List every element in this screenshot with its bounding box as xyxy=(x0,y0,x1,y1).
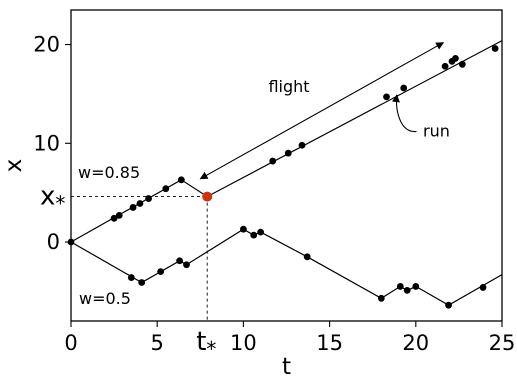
x-tick-label: 5 xyxy=(151,331,164,355)
series-point xyxy=(403,286,411,294)
annotations: flight run xyxy=(199,42,450,180)
x-tick-label: 25 xyxy=(489,331,516,355)
x-tick-label: 20 xyxy=(402,331,429,355)
series-1: w=0.85 xyxy=(70,40,503,243)
series-point xyxy=(396,283,404,290)
x-star-label: x* xyxy=(40,182,65,216)
axes: 0 5 10 15 20 25 0 10 20 t x t* xyxy=(1,9,516,377)
x-tick-label: 15 xyxy=(316,331,343,355)
series-point xyxy=(377,294,385,302)
series-point xyxy=(445,301,452,309)
y-tick-label: 20 xyxy=(33,33,60,57)
series-point xyxy=(110,214,118,222)
x-star-subscript: * xyxy=(55,192,65,216)
series-2: w=0.5 xyxy=(67,225,503,309)
x-axis-label: t xyxy=(282,354,291,377)
t-star-label: t* xyxy=(196,327,216,361)
series-point xyxy=(452,54,459,62)
series-line xyxy=(70,40,503,243)
series-point xyxy=(127,274,135,281)
series-point xyxy=(183,261,190,269)
series-point xyxy=(240,225,247,233)
series-point xyxy=(441,62,449,70)
series-point xyxy=(383,93,390,101)
series-point xyxy=(257,228,265,236)
series-point xyxy=(176,257,184,265)
series-point xyxy=(250,231,258,239)
series-point xyxy=(412,283,420,290)
series-point xyxy=(479,284,487,291)
series-point xyxy=(269,157,277,165)
series-group: w=0.85 w=0.5 xyxy=(67,40,503,309)
series-point xyxy=(303,253,311,261)
y-tick-label: 0 xyxy=(47,230,60,254)
series-point xyxy=(138,279,146,286)
series-point xyxy=(115,211,123,219)
series-point xyxy=(400,84,408,92)
t-star-subscript: * xyxy=(206,337,216,361)
series-point xyxy=(491,45,499,52)
flight-arrow xyxy=(199,42,445,180)
highlight-point xyxy=(202,191,213,202)
series-point xyxy=(67,238,75,246)
series-point xyxy=(298,141,306,149)
x-tick-label: 10 xyxy=(230,331,257,355)
series-line xyxy=(70,228,503,306)
series-label: w=0.5 xyxy=(79,289,131,308)
series-point xyxy=(162,185,170,193)
plot-frame xyxy=(70,9,503,322)
series-point xyxy=(177,176,185,184)
series-point xyxy=(145,195,152,202)
y-tick-label: 10 xyxy=(33,131,60,155)
series-point xyxy=(136,200,144,207)
x-tick-label: 0 xyxy=(64,331,77,355)
series-label: w=0.85 xyxy=(78,163,140,182)
y-axis-label: x xyxy=(1,159,27,173)
series-point xyxy=(157,268,165,276)
run-label: run xyxy=(423,121,450,140)
run-arrow xyxy=(391,94,417,132)
flight-label: flight xyxy=(268,77,309,96)
series-point xyxy=(129,204,137,211)
series-point xyxy=(284,149,292,157)
series-point xyxy=(458,60,466,68)
